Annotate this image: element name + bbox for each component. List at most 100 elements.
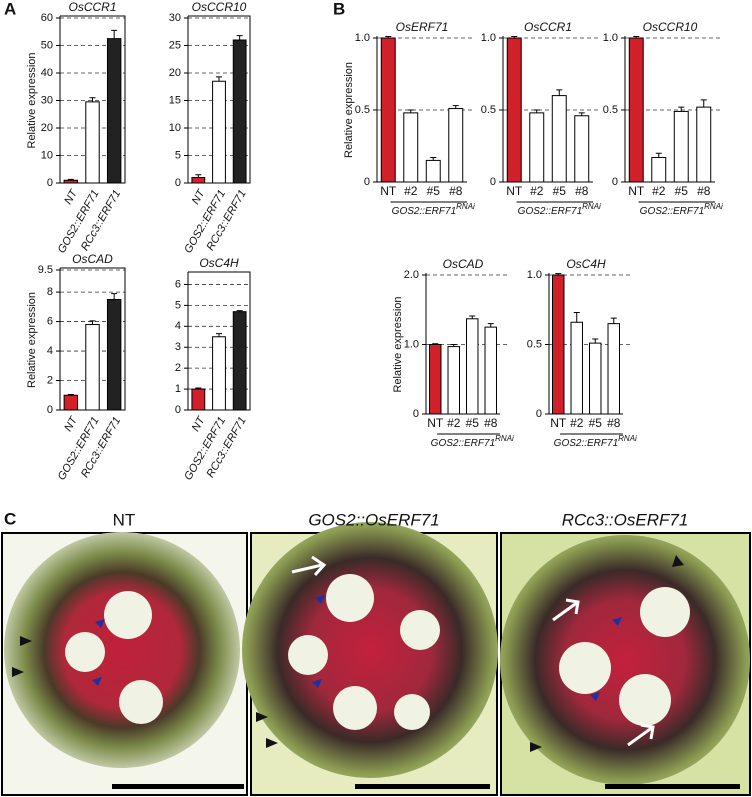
y-tick-label: 1 [175,383,181,395]
x-axis-label-sup: RNAi [582,202,601,211]
micrograph-title: NT [113,510,136,529]
bar [191,177,206,184]
axis [376,36,467,183]
y-tick-label: 0.5 [481,104,496,116]
error-bar [111,29,118,39]
x-tick-label: #5 [675,184,689,198]
chart-title: OsCAD [443,257,484,271]
x-tick-label: #5 [466,416,480,430]
y-tick-label: 2 [175,362,181,374]
x-axis-label: GOS2::ERF71 [554,438,618,449]
y-tick-label: 6 [47,315,53,327]
x-tick-label: #2 [404,184,418,198]
chart-title: OsERF71 [396,20,449,34]
y-tick-label: 0 [612,176,618,188]
x-tick-label: #8 [449,184,463,198]
y-tick-label: 9.5 [38,264,53,276]
bar [551,95,567,183]
bar [552,274,565,415]
x-axis-label: GOS2::ERF71RNAi [554,434,637,449]
micrograph [242,522,498,796]
bar [106,38,122,184]
bar [607,323,620,415]
bar [232,311,247,411]
y-tick-label: 60 [41,12,53,24]
bar [651,157,667,183]
y-axis-label: Relative expression [392,297,404,393]
axis [502,36,593,183]
chart-title: OsC4H [566,257,606,271]
micrograph-title: RCc3::OsERF71 [562,510,689,529]
y-tick-label: 20 [169,67,181,79]
y-tick-label: 2 [47,374,53,386]
y-tick-label: 50 [41,39,53,51]
y-tick-label: 0.5 [355,104,370,116]
error-bar [578,112,585,116]
chart-title: OsCCR10 [643,20,698,34]
y-tick-label: 6 [175,278,181,290]
axis [187,15,251,184]
error-bar [385,36,392,38]
bar [484,326,497,415]
y-axis-label: Relative expression [26,292,38,388]
bar [506,37,522,183]
bar [425,159,441,183]
error-bar [216,76,222,82]
error-bar [67,178,74,181]
bar [403,112,419,183]
y-axis-label: Relative expression [26,53,38,149]
chart-title: OsCCR10 [192,0,247,14]
y-tick-label: 0 [47,177,53,189]
bar [191,388,206,411]
y-tick-label: 5 [175,299,181,311]
error-bar [450,344,457,347]
y-tick-label: 30 [169,12,181,24]
error-bar [555,273,562,275]
error-bar [556,89,563,96]
y-tick-label: 15 [169,94,181,106]
y-tick-label: 10 [169,122,181,134]
x-axis-label: GOS2::ERF71 [392,206,456,217]
x-tick-label: NT [427,416,444,430]
y-tick-label: 0 [490,176,496,188]
bar [447,346,460,415]
bar [696,106,712,183]
y-tick-label: 40 [41,67,53,79]
y-tick-label: 20 [41,122,53,134]
y-tick-label: 25 [169,39,181,51]
bar [212,336,226,411]
y-tick-label: 0.5 [603,104,618,116]
x-axis-label-sup: RNAi [456,202,475,211]
y-tick-label: 8 [47,286,53,298]
y-tick-label: 1.0 [404,338,419,350]
axis [59,15,126,184]
bar [429,344,442,415]
error-bar [89,320,96,325]
x-tick-label: #8 [484,416,498,430]
error-bar [487,323,494,328]
bar [448,108,464,183]
error-bar [89,97,96,102]
x-tick-label: #5 [553,184,567,198]
x-tick-label: #8 [697,184,711,198]
axis [59,267,126,411]
micrograph [1,532,248,796]
x-tick-label: NT [62,414,80,434]
x-tick-label: NT [190,187,208,207]
error-bar [511,36,518,38]
y-tick-label: 0 [175,404,181,416]
x-tick-label: NT [62,187,80,207]
x-axis-label: GOS2::ERF71 [431,438,495,449]
y-tick-label: 1.0 [481,32,496,44]
x-tick-label: NT [628,184,645,198]
error-bar [700,99,707,108]
x-tick-label: #2 [652,184,666,198]
chart-title: OsCCR1 [524,20,572,34]
error-bar [407,109,414,113]
error-bar [452,105,459,109]
x-tick-label: #8 [607,416,621,430]
error-bar [573,312,580,323]
bar [529,112,545,183]
y-tick-label: 0 [413,408,419,420]
error-bar [610,317,617,324]
